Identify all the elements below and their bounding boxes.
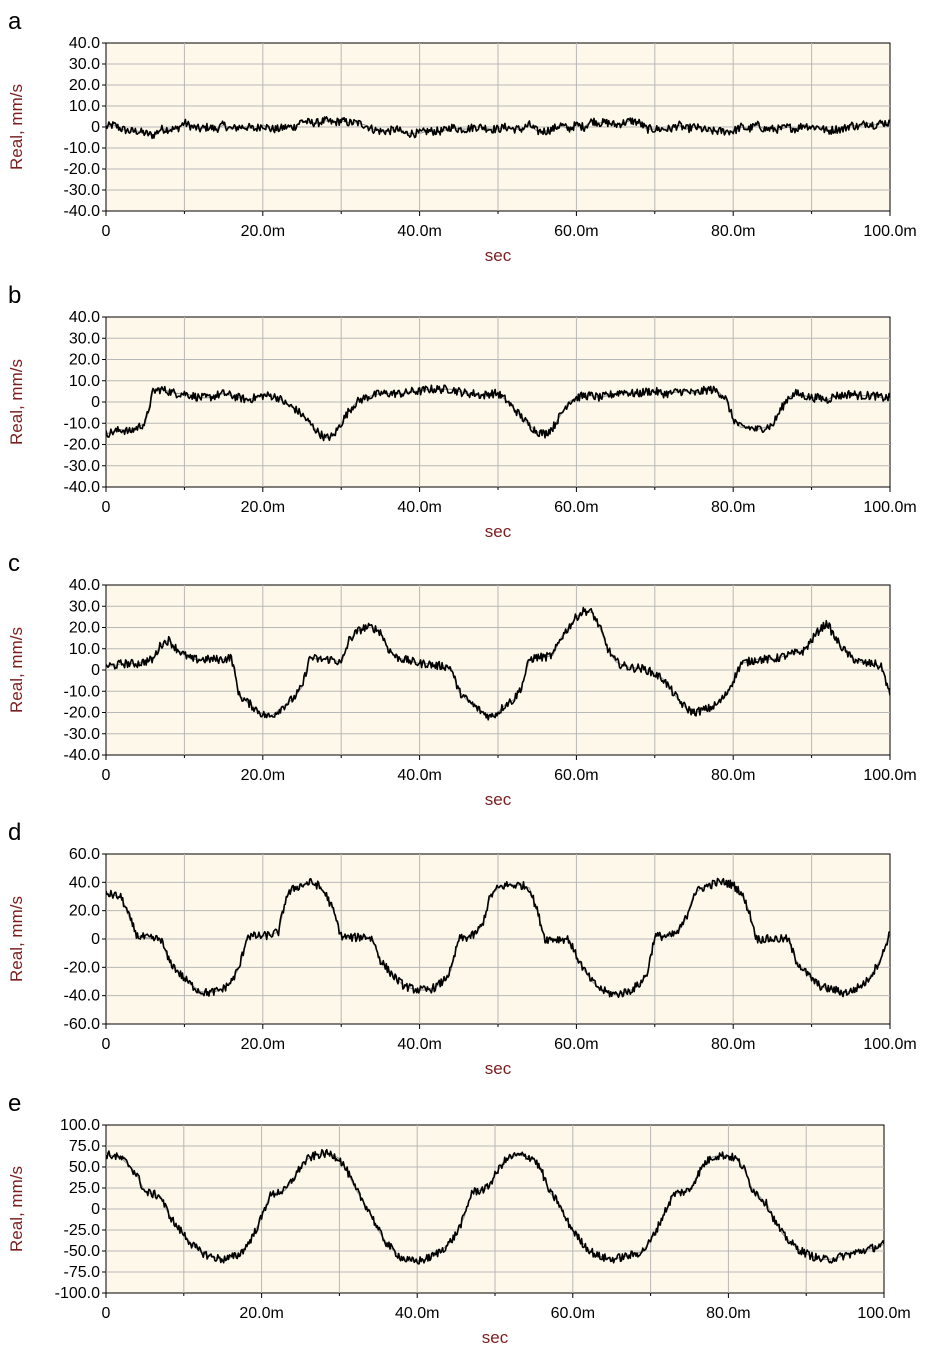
y-tick-label: 20.0 <box>69 77 100 94</box>
y-tick-label: -25.0 <box>64 1222 101 1239</box>
y-tick-label: 50.0 <box>69 1159 100 1176</box>
y-tick-label: -100.0 <box>55 1285 100 1302</box>
x-tick-label: 100.0m <box>863 767 916 784</box>
y-tick-label: 30.0 <box>69 330 100 347</box>
series-measured-line <box>106 384 890 442</box>
y-tick-label: -10.0 <box>64 140 101 157</box>
y-axis-label: Real, mm/s <box>7 1166 26 1252</box>
x-tick-label: 80.0m <box>706 1305 750 1322</box>
y-tick-label: -20.0 <box>64 705 101 722</box>
y-tick-label: 0 <box>91 1201 100 1218</box>
x-tick-label: 20.0m <box>239 1305 283 1322</box>
x-axis-label: sec <box>485 790 512 809</box>
y-tick-label: 100.0 <box>60 1117 100 1134</box>
y-tick-label: 30.0 <box>69 56 100 73</box>
y-tick-label: 30.0 <box>69 598 100 615</box>
panel-letter: b <box>8 282 21 309</box>
x-tick-label: 60.0m <box>554 223 598 240</box>
y-tick-label: 40.0 <box>69 874 100 891</box>
panel-d: d60.040.020.00-20.0-40.0-60.00 20.0m 40.0m… <box>7 819 917 1078</box>
y-tick-label: -75.0 <box>64 1264 101 1281</box>
x-axis-label: sec <box>485 1059 512 1078</box>
panel-a: a40.030.020.010.00-10.0-20.0-30.0-40.00 2… <box>7 8 917 265</box>
y-tick-label: -40.0 <box>64 988 101 1005</box>
x-tick-label: 20.0m <box>241 767 285 784</box>
x-tick-label: 20.0m <box>241 499 285 516</box>
x-tick-label: 40.0m <box>397 1036 441 1053</box>
panel-letter: c <box>8 550 20 577</box>
panel-c: c40.030.020.010.00-10.0-20.0-30.0-40.00 2… <box>7 550 917 809</box>
y-tick-label: -60.0 <box>64 1016 101 1033</box>
y-tick-label: 10.0 <box>69 373 100 390</box>
y-tick-label: 0 <box>91 119 100 136</box>
series-measured-line <box>106 116 890 140</box>
panel-letter: a <box>8 8 22 35</box>
x-tick-label: 80.0m <box>711 767 755 784</box>
x-axis-label: sec <box>485 522 512 541</box>
y-tick-label: 10.0 <box>69 98 100 115</box>
y-tick-label: -10.0 <box>64 683 101 700</box>
y-tick-label: 60.0 <box>69 846 100 863</box>
y-tick-label: -30.0 <box>64 182 101 199</box>
x-tick-label: 80.0m <box>711 499 755 516</box>
x-tick-label: 40.0m <box>397 499 441 516</box>
x-tick-label: 100.0m <box>863 223 916 240</box>
y-tick-label: 20.0 <box>69 352 100 369</box>
y-tick-label: 10.0 <box>69 641 100 658</box>
y-tick-label: 40.0 <box>69 35 100 52</box>
y-axis-label: Real, mm/s <box>7 896 26 982</box>
x-axis-label: sec <box>482 1328 509 1347</box>
x-tick-label: 40.0m <box>397 767 441 784</box>
y-tick-label: 0 <box>91 394 100 411</box>
x-tick-label: 100.0m <box>857 1305 910 1322</box>
x-axis-label: sec <box>485 246 512 265</box>
y-axis-label: Real, mm/s <box>7 627 26 713</box>
x-tick-label: 40.0m <box>395 1305 439 1322</box>
y-tick-label: 0 <box>91 931 100 948</box>
panel-letter: e <box>8 1090 21 1117</box>
x-tick-label: 0 <box>102 1036 111 1053</box>
x-tick-label: 80.0m <box>711 223 755 240</box>
x-tick-label: 20.0m <box>241 1036 285 1053</box>
y-tick-label: -20.0 <box>64 161 101 178</box>
series-measured-line <box>106 1148 884 1265</box>
y-tick-label: -20.0 <box>64 959 101 976</box>
y-tick-label: 40.0 <box>69 309 100 326</box>
x-tick-label: 0 <box>102 767 111 784</box>
x-tick-label: 0 <box>102 499 111 516</box>
y-tick-label: -10.0 <box>64 415 101 432</box>
y-tick-label: -40.0 <box>64 203 101 220</box>
panel-letter: d <box>8 819 21 846</box>
y-tick-label: -30.0 <box>64 726 101 743</box>
y-tick-label: -30.0 <box>64 458 101 475</box>
series-measured-line <box>106 606 890 721</box>
x-tick-label: 60.0m <box>551 1305 595 1322</box>
series-measured-line <box>106 877 890 999</box>
y-tick-label: -20.0 <box>64 437 101 454</box>
y-tick-label: 40.0 <box>69 577 100 594</box>
y-tick-label: 20.0 <box>69 903 100 920</box>
y-tick-label: 25.0 <box>69 1180 100 1197</box>
x-tick-label: 0 <box>102 223 111 240</box>
y-tick-label: -40.0 <box>64 479 101 496</box>
y-axis-label: Real, mm/s <box>7 84 26 170</box>
x-tick-label: 100.0m <box>863 1036 916 1053</box>
x-tick-label: 60.0m <box>554 767 598 784</box>
y-tick-label: 75.0 <box>69 1138 100 1155</box>
x-tick-label: 60.0m <box>554 1036 598 1053</box>
y-tick-label: 20.0 <box>69 620 100 637</box>
x-tick-label: 0 <box>102 1305 111 1322</box>
x-tick-label: 20.0m <box>241 223 285 240</box>
x-tick-label: 100.0m <box>863 499 916 516</box>
y-tick-label: 0 <box>91 662 100 679</box>
panel-e: e 100.0 75.0 50.0 25.0 0 -25.0 -50.0 -75.0 -100.0… <box>7 1090 911 1347</box>
x-tick-label: 80.0m <box>711 1036 755 1053</box>
y-axis-label: Real, mm/s <box>7 359 26 445</box>
panel-b: b40.030.020.010.00-10.0-20.0-30.0-40.00 2… <box>7 282 917 541</box>
x-tick-label: 60.0m <box>554 499 598 516</box>
x-tick-label: 40.0m <box>397 223 441 240</box>
y-tick-label: -50.0 <box>64 1243 101 1260</box>
y-tick-label: -40.0 <box>64 747 101 764</box>
